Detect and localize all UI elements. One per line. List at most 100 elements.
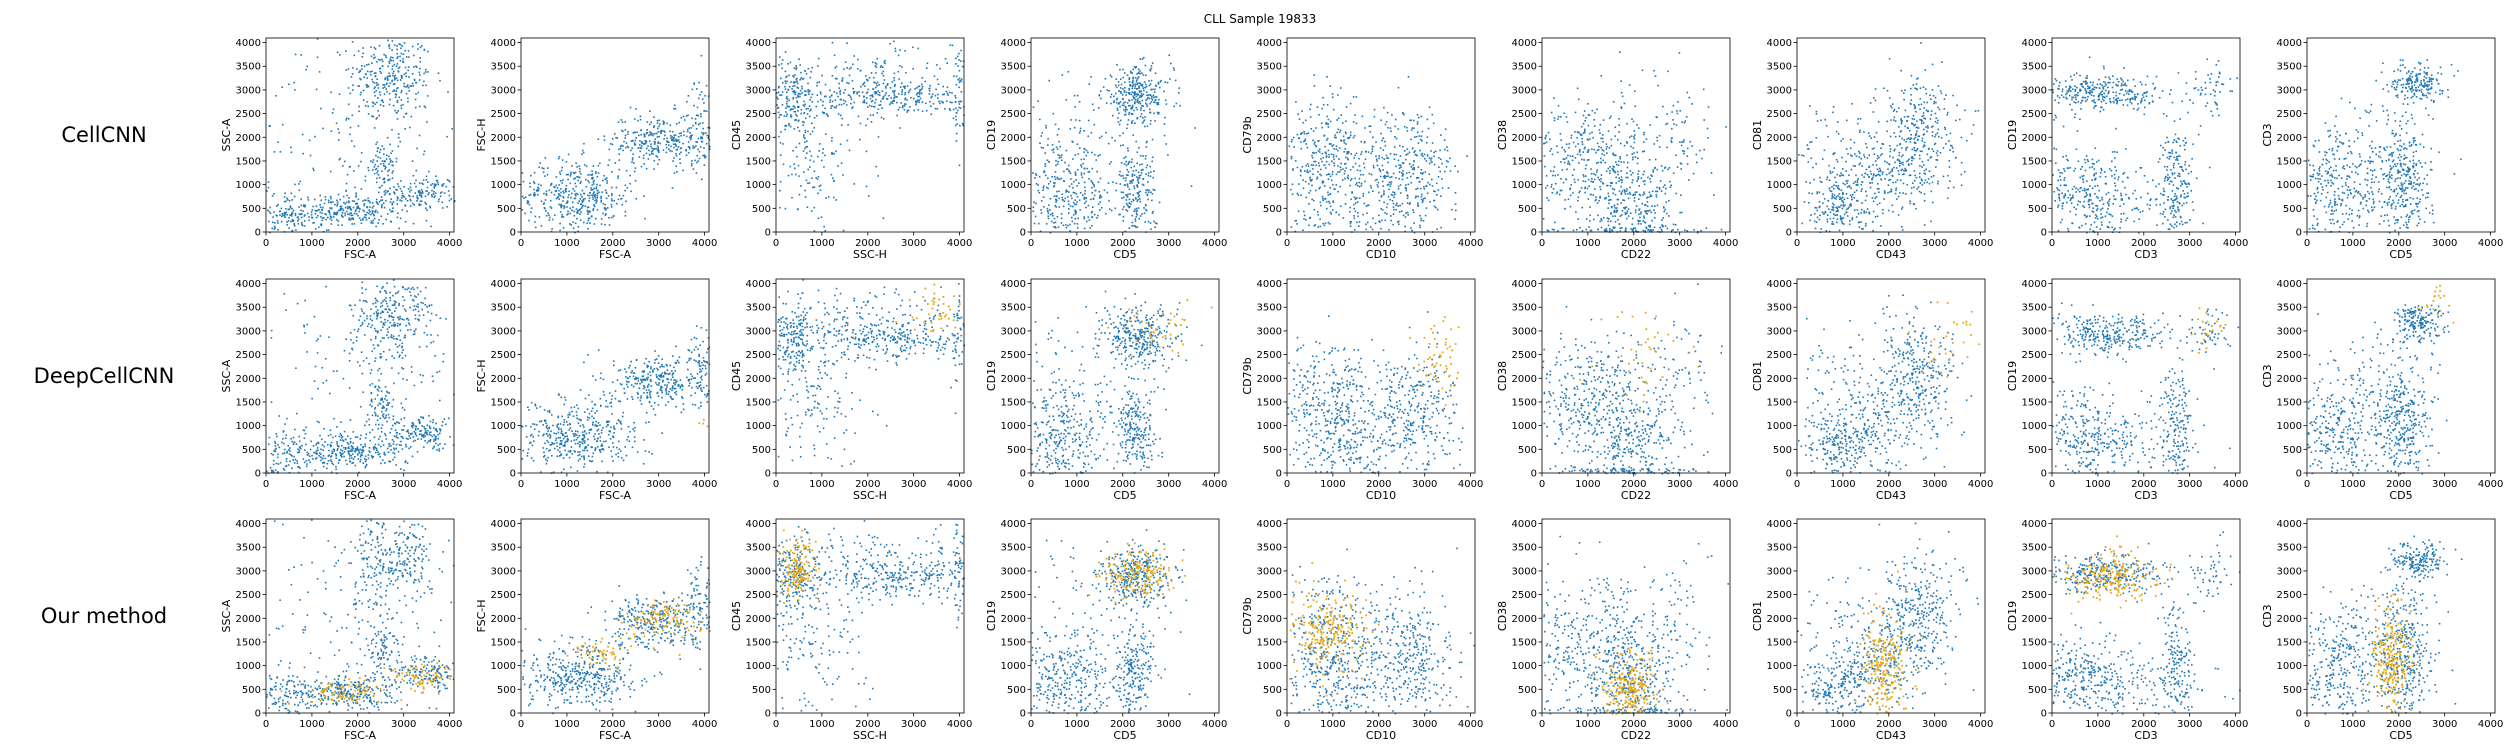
cell-point	[1084, 167, 1086, 170]
cell-point	[1581, 143, 1584, 145]
cell-point	[386, 75, 389, 78]
cell-point	[1672, 119, 1674, 121]
cell-point	[1355, 183, 1357, 186]
cell-point	[1603, 197, 1606, 200]
cell-point	[1324, 145, 1326, 148]
cell-point	[1135, 226, 1137, 229]
cell-point	[1634, 105, 1636, 107]
cell-point	[895, 96, 898, 98]
cell-point	[862, 83, 864, 86]
cell-point	[1358, 177, 1361, 180]
cell-point	[690, 163, 693, 165]
cell-point	[812, 160, 815, 163]
cell-point	[415, 66, 418, 68]
cell-point	[1305, 143, 1307, 145]
cell-point	[1650, 174, 1652, 176]
cell-point	[1144, 125, 1146, 128]
cell-point	[1402, 214, 1405, 217]
cell-point	[351, 200, 354, 202]
cell-point	[835, 150, 837, 153]
cell-point	[426, 190, 428, 193]
cell-point	[672, 160, 674, 162]
cell-point	[393, 191, 395, 193]
cell-point	[668, 148, 670, 151]
cell-point	[804, 131, 807, 134]
cell-point	[1598, 145, 1600, 148]
cell-point	[804, 70, 806, 72]
cell-point	[1599, 186, 1601, 188]
cell-point	[955, 132, 958, 135]
cell-point	[1440, 226, 1442, 229]
cell-point	[1332, 200, 1334, 202]
cell-point	[396, 63, 399, 65]
cell-point	[831, 140, 833, 142]
cell-point	[1925, 126, 1927, 128]
cell-point	[579, 173, 582, 175]
cell-point	[1596, 202, 1599, 204]
cell-point	[784, 80, 787, 82]
x-tick-label: 4000	[1202, 238, 1227, 249]
cell-point	[1070, 178, 1072, 180]
cell-point	[1344, 162, 1347, 165]
cell-point	[1625, 190, 1628, 192]
cell-point	[1092, 206, 1094, 208]
cell-point	[1339, 185, 1341, 188]
cell-point	[383, 53, 385, 56]
cell-point	[786, 103, 788, 105]
cell-point	[556, 187, 559, 189]
cell-point	[1157, 113, 1160, 115]
cell-point	[1631, 153, 1633, 155]
cell-point	[273, 228, 276, 230]
cell-point	[631, 157, 634, 159]
cell-point	[1068, 212, 1070, 214]
cell-point	[1313, 85, 1316, 87]
cell-point	[1137, 207, 1140, 209]
cell-point	[1353, 157, 1355, 159]
cell-point	[1689, 140, 1691, 143]
cell-point	[1135, 66, 1138, 68]
cell-point	[1588, 114, 1591, 116]
cell-point	[1379, 169, 1381, 172]
cell-point	[601, 191, 603, 193]
cell-point	[402, 60, 404, 63]
cell-point	[604, 209, 607, 211]
cell-point	[604, 214, 607, 216]
cell-point	[897, 93, 900, 95]
cell-point	[1134, 101, 1136, 103]
cell-point	[1328, 173, 1331, 175]
cell-point	[327, 216, 329, 219]
cell-point	[838, 103, 841, 106]
cell-point	[1671, 127, 1673, 130]
cell-point	[1339, 205, 1342, 208]
cell-point	[1419, 226, 1421, 229]
cell-point	[568, 194, 570, 196]
cell-point	[700, 113, 702, 115]
cell-point	[918, 85, 921, 88]
cell-point	[807, 82, 809, 85]
cell-point	[1380, 219, 1383, 222]
cell-point	[335, 122, 338, 125]
cell-point	[1441, 187, 1444, 189]
cell-point	[373, 87, 376, 90]
cell-point	[1383, 177, 1386, 179]
cell-point	[1073, 180, 1075, 183]
cell-point	[1119, 170, 1121, 173]
cell-point	[1402, 146, 1404, 148]
cell-point	[1382, 169, 1384, 171]
cell-point	[937, 93, 939, 96]
cell-point	[1617, 160, 1620, 163]
cell-point	[419, 46, 422, 49]
cell-point	[1612, 188, 1614, 190]
cell-point	[1600, 137, 1602, 140]
cell-point	[819, 184, 822, 187]
cell-point	[1680, 194, 1682, 196]
cell-point	[1637, 170, 1640, 172]
cell-point	[1131, 120, 1134, 122]
cell-point	[1131, 81, 1133, 84]
cell-point	[394, 77, 396, 80]
cell-point	[423, 49, 426, 51]
cell-point	[643, 134, 646, 137]
cell-point	[388, 75, 390, 77]
